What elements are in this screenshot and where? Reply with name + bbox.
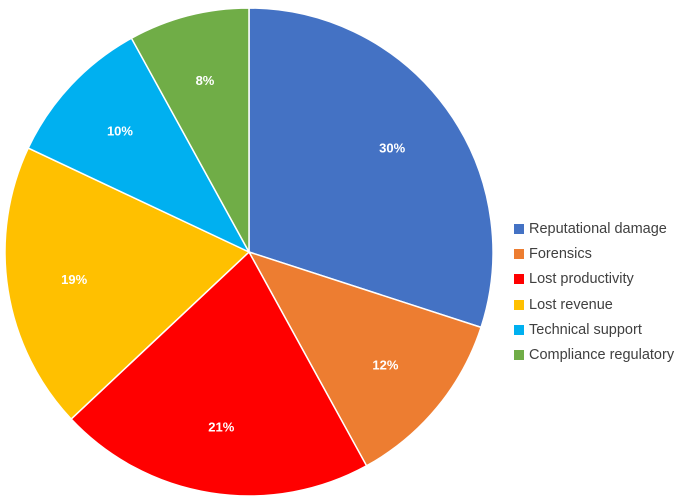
legend-swatch [514, 274, 524, 285]
data-label-lost-revenue: 19% [61, 272, 87, 287]
legend-label: Lost revenue [529, 296, 613, 313]
chart-legend: Reputational damage Forensics Lost product… [496, 214, 692, 370]
data-label-compliance-regulatory: 8% [196, 73, 215, 88]
pie-slice-lost-productivity [70, 251, 368, 497]
pie-data-labels: 30% 12% 21% 19% 10% 8% [61, 73, 405, 434]
legend-label: Lost productivity [529, 271, 634, 288]
legend-label: Reputational damage [529, 220, 667, 237]
legend-label: Forensics [529, 245, 592, 262]
data-label-technical-support: 10% [107, 123, 133, 138]
pie-slice-lost-revenue [4, 147, 250, 420]
legend-item-lost-productivity: Lost productivity [496, 267, 692, 292]
legend-swatch [514, 299, 524, 310]
legend-label: Compliance regulatory [529, 347, 675, 364]
pie-slice-reputational-damage [248, 7, 494, 329]
pie-slices [4, 7, 494, 497]
legend-item-forensics: Forensics [496, 241, 692, 266]
legend-item-reputational-damage: Reputational damage [496, 216, 692, 241]
legend-swatch [514, 223, 524, 234]
legend-swatch [514, 350, 524, 361]
legend-item-compliance-regulatory: Compliance regulatory [496, 342, 692, 367]
legend-swatch [514, 324, 524, 335]
legend-swatch [514, 248, 524, 259]
data-label-lost-productivity: 21% [208, 419, 234, 434]
pie-slice-forensics [248, 251, 482, 467]
data-label-reputational-damage: 30% [379, 140, 405, 155]
pie-slice-technical-support [27, 37, 250, 253]
legend-label: Technical support [529, 321, 642, 338]
legend-item-lost-revenue: Lost revenue [496, 292, 692, 317]
legend-item-technical-support: Technical support [496, 317, 692, 342]
pie-slice-compliance-regulatory [130, 7, 250, 253]
data-label-forensics: 12% [372, 357, 398, 372]
